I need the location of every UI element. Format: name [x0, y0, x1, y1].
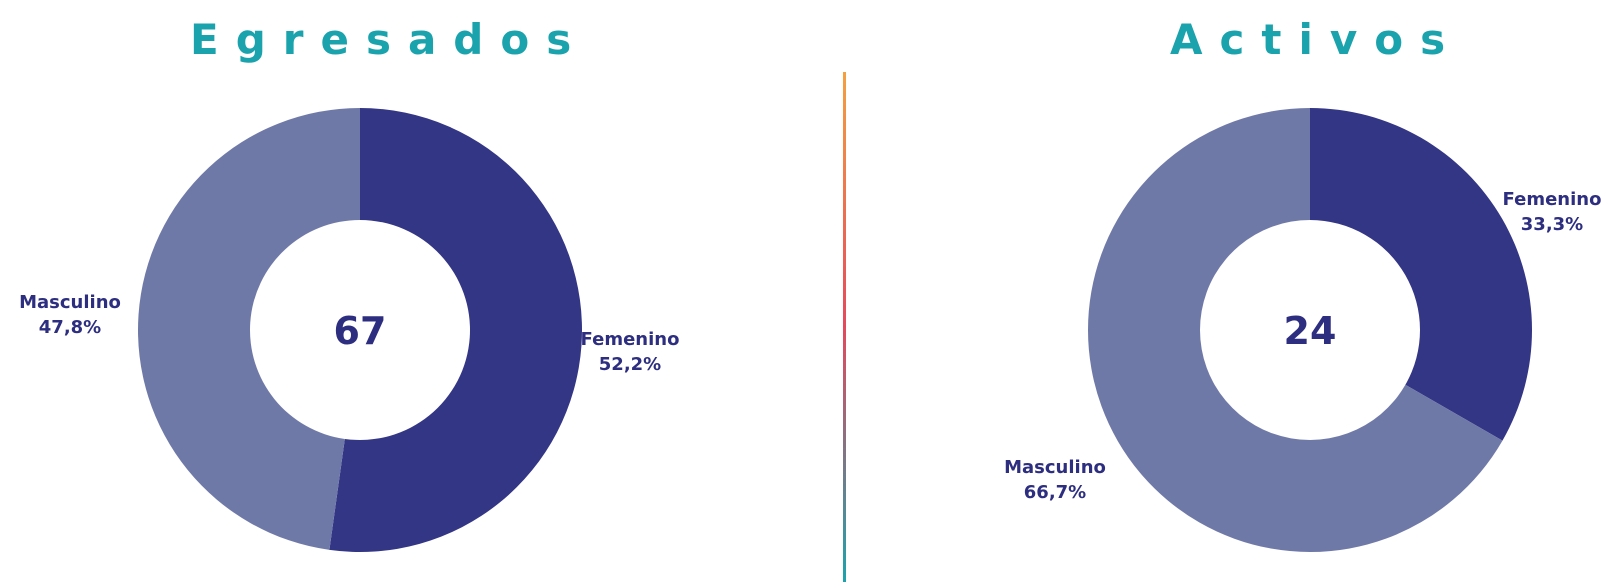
center-total: 67 — [334, 309, 387, 353]
slice-label-percent: 52,2% — [599, 354, 661, 375]
slice-femenino — [329, 108, 582, 552]
slice-masculino — [137, 108, 360, 550]
slice-label-percent: 47,8% — [39, 317, 101, 338]
slice-label-masculino: Masculino 47,8% — [19, 292, 121, 338]
vertical-divider — [843, 72, 846, 582]
chart-title-activos: Activos — [1170, 15, 1463, 64]
slice-label-name: Femenino — [581, 329, 680, 350]
slice-masculino — [1088, 108, 1503, 552]
slice-label-masculino: Masculino 66,7% — [1004, 457, 1106, 503]
slice-label-femenino: Femenino 33,3% — [1503, 189, 1602, 235]
chart-title-egresados: Egresados — [190, 15, 589, 64]
center-total: 24 — [1284, 309, 1337, 353]
donut-chart-activos: Femenino 33,3% Masculino 66,7% 24 — [1004, 108, 1601, 552]
slice-femenino — [1310, 108, 1532, 441]
slice-label-percent: 33,3% — [1521, 214, 1583, 235]
slice-label-name: Femenino — [1503, 189, 1602, 210]
slice-label-femenino: Femenino 52,2% — [581, 329, 680, 375]
slice-label-percent: 66,7% — [1024, 482, 1086, 503]
slice-label-name: Masculino — [1004, 457, 1106, 478]
donut-chart-egresados: Femenino 52,2% Masculino 47,8% 67 — [19, 108, 679, 552]
slice-label-name: Masculino — [19, 292, 121, 313]
